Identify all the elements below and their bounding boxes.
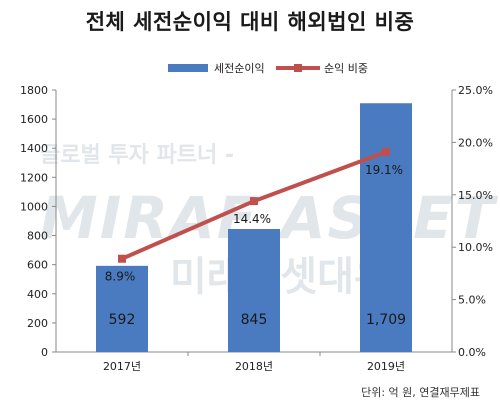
- svg-text:글로벌 투자 파트너 -: 글로벌 투자 파트너 -: [40, 143, 234, 168]
- y-left-tick-label: 200: [27, 317, 48, 330]
- legend-bar-label: 세전순이익: [214, 62, 265, 75]
- x-tick-label: 2019년: [367, 360, 405, 373]
- y-left-tick-label: 1600: [20, 113, 48, 126]
- bars: [96, 103, 412, 353]
- svg-text:미래에셋대우: 미래에셋대우: [170, 254, 391, 300]
- y-right-tick-label: 5.0%: [458, 294, 486, 307]
- line-point: [382, 147, 390, 156]
- y-right-tick-label: 15.0%: [458, 189, 493, 202]
- y-right-tick-label: 10.0%: [458, 241, 493, 254]
- y-right-tick-label: 25.0%: [458, 84, 493, 97]
- line-point: [250, 197, 258, 206]
- bar: [96, 265, 148, 352]
- legend-line-marker: [294, 64, 302, 72]
- y-left-tick-label: 800: [27, 230, 48, 243]
- x-ticks: 2017년 2018년 2019년: [103, 352, 405, 373]
- y-right-ticks: 0.0% 5.0% 10.0% 15.0% 20.0% 25.0%: [452, 84, 493, 359]
- watermark: 글로벌 투자 파트너 - MIRAE ASSET 미래에셋대우: [40, 143, 497, 300]
- bar-value-label: 592: [109, 312, 136, 328]
- y-left-tick-label: 1400: [20, 142, 48, 155]
- line-point-label: 19.1%: [365, 163, 403, 177]
- y-right-tick-label: 0.0%: [458, 346, 486, 359]
- legend-bar-swatch: [168, 64, 208, 72]
- chart-title: 전체 세전순이익 대비 해외법인 비중: [85, 10, 415, 34]
- x-tick-label: 2018년: [235, 360, 273, 373]
- y-left-tick-label: 1200: [20, 171, 48, 184]
- y-left-tick-label: 0: [41, 346, 48, 359]
- line-point-label: 14.4%: [233, 212, 271, 226]
- line-point-label: 8.9%: [105, 270, 136, 284]
- bar: [360, 103, 412, 353]
- legend-line-label: 순익 비중: [324, 62, 368, 75]
- y-right-tick-label: 20.0%: [458, 136, 493, 149]
- bar-value-label: 845: [241, 312, 268, 328]
- x-tick-label: 2017년: [103, 360, 141, 373]
- bar-labels: 592 845 1,709: [109, 312, 406, 328]
- bar-value-label: 1,709: [366, 312, 406, 328]
- y-left-ticks: 0 200 400 600 800 1000 1200 1400 1600 1800: [20, 84, 56, 359]
- line-point: [118, 254, 126, 263]
- line-series: 8.9% 14.4% 19.1%: [105, 147, 403, 284]
- y-left-tick-label: 400: [27, 288, 48, 301]
- legend: 세전순이익 순익 비중: [168, 62, 368, 75]
- source-note: 단위: 억 원, 연결재무제표: [361, 386, 480, 399]
- bar: [228, 229, 280, 352]
- y-left-tick-label: 600: [27, 259, 48, 272]
- y-left-tick-label: 1800: [20, 84, 48, 97]
- y-left-tick-label: 1000: [20, 200, 48, 213]
